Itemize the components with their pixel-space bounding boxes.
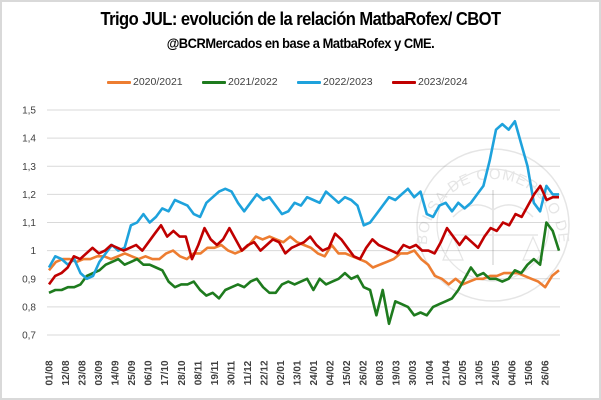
legend-swatch bbox=[107, 80, 131, 84]
y-tick-label: 1 bbox=[30, 246, 36, 257]
x-tick-label: 08/11 bbox=[193, 360, 204, 385]
x-tick-label: 19/11 bbox=[210, 360, 221, 385]
x-tick-label: 23/08 bbox=[78, 360, 89, 385]
x-tick-label: 15/06 bbox=[524, 360, 535, 385]
y-tick-label: 1,2 bbox=[22, 190, 36, 201]
legend-item-2021-2022: 2021/2022 bbox=[202, 76, 278, 88]
chart-subtitle: @BCRMercados en base a MatbaRofex y CME. bbox=[166, 35, 435, 51]
x-tick-label: 25/09 bbox=[127, 360, 138, 385]
series-lines bbox=[47, 120, 561, 326]
x-tick-label: 14/09 bbox=[111, 360, 122, 385]
x-axis-ticks: 01/08 12/08 23/08 03/09 14/09 25/09 06/10 17/10… bbox=[45, 360, 552, 385]
y-tick-label: 1,5 bbox=[22, 106, 36, 117]
x-tick-label: 30/11 bbox=[226, 360, 237, 385]
x-tick-label: 12/08 bbox=[61, 360, 72, 385]
legend-label: 2022/2023 bbox=[323, 76, 373, 88]
x-tick-label: 06/10 bbox=[144, 360, 155, 385]
series-line-2021-2022 bbox=[48, 221, 561, 326]
legend-item-2022-2023: 2022/2023 bbox=[297, 76, 373, 88]
x-tick-label: 01/08 bbox=[45, 360, 56, 385]
x-tick-label: 26/02 bbox=[359, 360, 370, 385]
x-tick-label: 30/03 bbox=[408, 360, 419, 385]
y-tick-label: 0,8 bbox=[22, 302, 36, 313]
series-line-2023-2024 bbox=[47, 184, 559, 286]
series-line-2020-2021 bbox=[47, 235, 560, 289]
legend-item-2020-2021: 2020/2021 bbox=[107, 76, 183, 88]
legend-label: 2021/2022 bbox=[228, 76, 278, 88]
x-tick-label: 21/04 bbox=[441, 360, 452, 385]
x-tick-label: 26/06 bbox=[541, 360, 552, 385]
legend-swatch bbox=[297, 80, 321, 84]
y-tick-label: 1,4 bbox=[22, 134, 36, 145]
y-tick-label: 0,9 bbox=[22, 274, 36, 285]
y-tick-label: 1,1 bbox=[22, 218, 36, 229]
x-tick-label: 02/01 bbox=[276, 360, 287, 385]
series-line-2022-2023 bbox=[47, 120, 559, 281]
x-tick-label: 22/12 bbox=[259, 360, 270, 385]
chart-title: Trigo JUL: evolución de la relación Matb… bbox=[100, 9, 501, 29]
x-tick-label: 24/05 bbox=[491, 360, 502, 385]
x-tick-label: 17/10 bbox=[160, 360, 171, 385]
x-tick-label: 02/05 bbox=[458, 360, 469, 385]
x-tick-label: 11/12 bbox=[243, 360, 254, 385]
legend-item-2023-2024: 2023/2024 bbox=[392, 76, 468, 88]
x-tick-label: 04/06 bbox=[507, 360, 518, 385]
x-tick-label: 28/10 bbox=[177, 360, 188, 385]
x-tick-label: 15/02 bbox=[342, 360, 353, 385]
legend-label: 2023/2024 bbox=[418, 76, 468, 88]
y-tick-label: 1,3 bbox=[22, 162, 36, 173]
x-tick-label: 13/05 bbox=[474, 360, 485, 385]
legend-label: 2020/2021 bbox=[133, 76, 183, 88]
legend-swatch bbox=[392, 80, 416, 84]
x-tick-label: 08/03 bbox=[375, 360, 386, 385]
y-tick-label: 0,7 bbox=[22, 331, 36, 342]
gridlines bbox=[47, 109, 560, 336]
y-axis-ticks: 0,7 0,8 0,9 1 1,1 1,2 1,3 1,4 1,5 bbox=[22, 106, 36, 342]
x-tick-label: 03/09 bbox=[94, 360, 105, 385]
watermark-seal: BOLSA DE COMERCIO DE ROSARIO bbox=[0, 0, 571, 302]
seal-text: BOLSA DE COMERCIO DE ROSARIO bbox=[0, 0, 571, 245]
legend-swatch bbox=[202, 80, 226, 84]
x-tick-label: 24/01 bbox=[309, 360, 320, 385]
x-tick-label: 10/04 bbox=[425, 360, 436, 385]
x-tick-label: 13/01 bbox=[293, 360, 304, 385]
x-tick-label: 19/03 bbox=[392, 360, 403, 385]
legend: 2020/2021 2021/2022 2022/2023 2023/2024 bbox=[0, 76, 601, 90]
x-tick-label: 04/02 bbox=[326, 360, 337, 385]
